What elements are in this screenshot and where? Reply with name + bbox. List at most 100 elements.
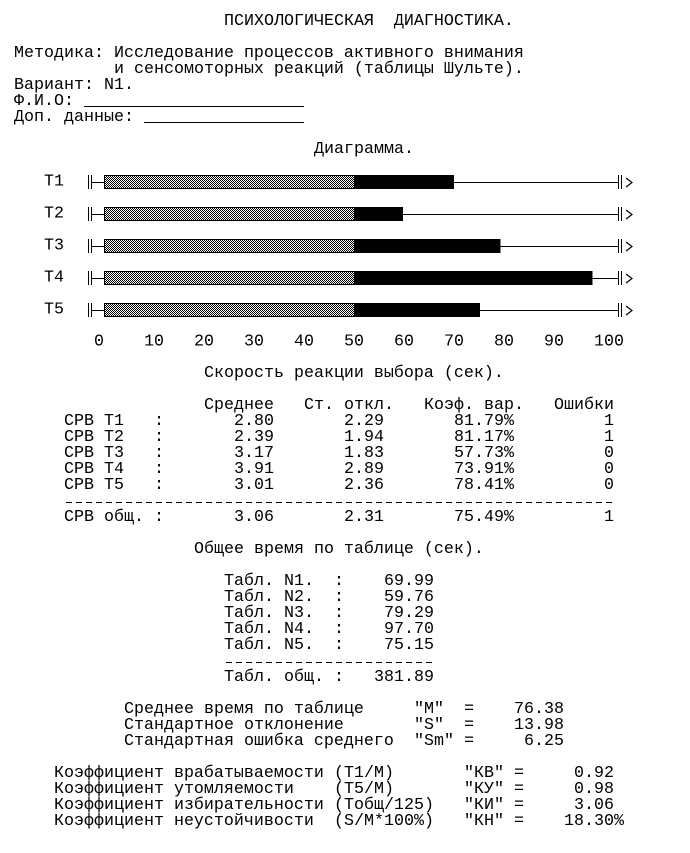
reaction-header-row: Среднее Ст. откл. Коэф. вар. Ошибки <box>0 396 690 415</box>
header-errors: Ошибки <box>554 396 614 415</box>
bar-end-arrow-5 <box>625 305 633 316</box>
total-table-label: Табл. общ. <box>224 668 324 687</box>
bar-excess-segment-5 <box>354 303 480 317</box>
reaction-row: СРВ T3 : 3.17 1.83 57.73% 0 <box>0 444 690 463</box>
category-label-2: T2 <box>44 205 64 224</box>
row-label: СРВ T2 <box>64 428 124 447</box>
total-time-value: 381.89 <box>374 668 434 687</box>
row-separator: : <box>334 668 344 687</box>
stat-label: Стандартная ошибка среднего <box>124 732 394 751</box>
cv-value: 57.73% <box>454 444 514 463</box>
header-mean: Среднее <box>204 396 274 415</box>
x-tick-label-0: 0 <box>94 333 104 352</box>
coefficient-code: "КВ" <box>464 764 504 783</box>
mean-value: 3.91 <box>234 460 274 479</box>
bar-end-arrow-4 <box>625 273 633 284</box>
method-text-1: Исследование процессов активного внимани… <box>114 44 524 63</box>
row-separator: : <box>154 412 164 431</box>
reaction-title-line: Скорость реакции выбора (сек). <box>0 365 690 382</box>
row-label: СРВ T5 <box>64 476 124 495</box>
chart-title: Диаграмма. <box>314 140 414 159</box>
coefficient-formula: (Тобщ/125) <box>334 796 434 815</box>
row-separator: : <box>334 636 344 655</box>
row-separator: : <box>154 476 164 495</box>
category-label-4: T4 <box>44 269 64 288</box>
coefficient-label: Коэффициент врабатываемости <box>54 764 324 783</box>
stat-row: Стандартная ошибка среднего "Sm" = 6.25 <box>0 732 690 751</box>
mean-value: 2.39 <box>234 428 274 447</box>
reaction-row: СРВ T5 : 3.01 2.36 78.41% 0 <box>0 476 690 495</box>
time-value: 69.99 <box>384 572 434 591</box>
sd-value: 2.29 <box>344 412 384 431</box>
cv-value: 73.91% <box>454 460 514 479</box>
x-tick-label-90: 90 <box>544 333 564 352</box>
stat-row: Среднее время по таблице "M" = 76.38 <box>0 700 690 719</box>
row-label: СРВ T1 <box>64 412 124 431</box>
variant-line: Вариант: N1. <box>0 77 690 94</box>
table-label: Табл. N5. <box>224 636 314 655</box>
table-time-row: Табл. N2. : 59.76 <box>0 588 690 607</box>
row-separator: : <box>154 508 164 527</box>
category-label-1: T1 <box>44 173 64 192</box>
table-label: Табл. N3. <box>224 604 314 623</box>
bar-excess-segment-3 <box>354 239 501 253</box>
bar-excess-segment-4 <box>354 271 593 285</box>
method-label: Методика: <box>14 44 104 63</box>
total-mean-value: 3.06 <box>234 508 274 527</box>
row-separator: : <box>154 428 164 447</box>
header-cv: Коэф. вар. <box>424 396 524 415</box>
table-time-row: Табл. N3. : 79.29 <box>0 604 690 623</box>
row-label: СРВ T4 <box>64 460 124 479</box>
sd-value: 1.83 <box>344 444 384 463</box>
row-separator: : <box>334 620 344 639</box>
total-time-title-line: Общее время по таблице (сек). <box>0 541 690 558</box>
coefficient-formula: (S/M*100%) <box>334 812 434 831</box>
header-sd: Ст. откл. <box>304 396 394 415</box>
coefficient-value: 0.98 <box>574 780 614 799</box>
coefficient-equals: = <box>514 796 524 815</box>
time-value: 59.76 <box>384 588 434 607</box>
coefficient-formula: (T5/M) <box>334 780 394 799</box>
bar-base-segment-3 <box>104 239 355 253</box>
row-separator: : <box>334 572 344 591</box>
row-separator: : <box>334 588 344 607</box>
bar-base-segment-2 <box>104 207 355 221</box>
cv-value: 78.41% <box>454 476 514 495</box>
chart-title-line: Диаграмма. <box>0 140 690 159</box>
stat-equals: = <box>464 716 474 735</box>
coefficient-equals: = <box>514 780 524 799</box>
total-time-divider <box>226 662 432 663</box>
stat-equals: = <box>464 700 474 719</box>
errors-value: 1 <box>604 428 614 447</box>
row-separator: : <box>154 460 164 479</box>
x-tick-label-20: 20 <box>194 333 214 352</box>
x-tick-label-40: 40 <box>294 333 314 352</box>
category-label-3: T3 <box>44 237 64 256</box>
x-tick-label-30: 30 <box>244 333 264 352</box>
bar-end-arrow-1 <box>625 177 633 188</box>
sd-value: 1.94 <box>344 428 384 447</box>
coefficient-value: 18.30% <box>564 812 624 831</box>
row-separator: : <box>154 444 164 463</box>
x-tick-label-80: 80 <box>494 333 514 352</box>
coefficient-value: 0.92 <box>574 764 614 783</box>
bar-base-segment-1 <box>104 175 355 189</box>
coefficient-value: 3.06 <box>574 796 614 815</box>
coefficient-code: "КИ" <box>464 796 504 815</box>
total-cv-value: 75.49% <box>454 508 514 527</box>
coefficient-label: Коэффициент неустойчивости <box>54 812 314 831</box>
stat-row: Стандартное отклонение "S" = 13.98 <box>0 716 690 735</box>
reaction-total-row: СРВ общ. : 3.06 2.31 75.49% 1 <box>0 508 690 527</box>
mean-value: 3.01 <box>234 476 274 495</box>
coefficient-formula: (T1/M) <box>334 764 394 783</box>
stat-label: Среднее время по таблице <box>124 700 364 719</box>
row-label: СРВ T3 <box>64 444 124 463</box>
total-errors-value: 1 <box>604 508 614 527</box>
bar-base-segment-5 <box>104 303 355 317</box>
stat-label: Стандартное отклонение <box>124 716 344 735</box>
mean-value: 2.80 <box>234 412 274 431</box>
coefficient-row: Коэффициент утомляемости (T5/M) "КУ" = 0… <box>0 780 690 799</box>
stat-equals: = <box>464 732 474 751</box>
method-line-2: и сенсомоторных реакций (таблицы Шульте)… <box>0 61 690 78</box>
coefficient-code: "КУ" <box>464 780 504 799</box>
